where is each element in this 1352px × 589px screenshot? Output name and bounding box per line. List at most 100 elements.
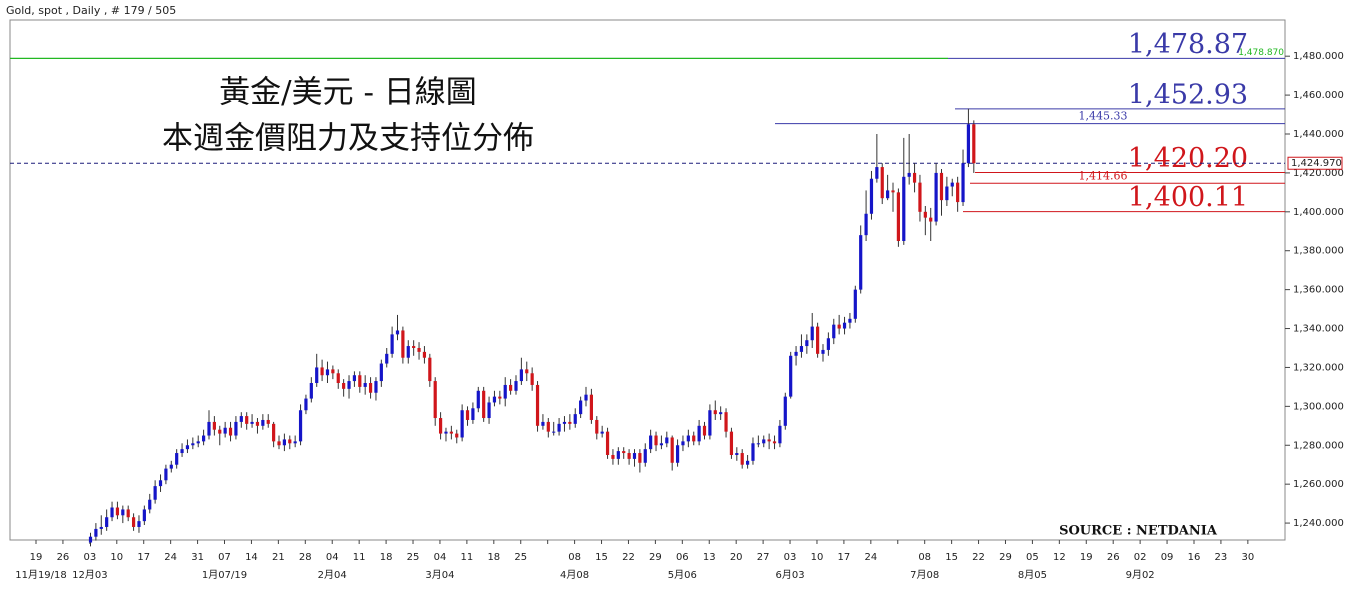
candle-body — [692, 435, 696, 442]
candle-body — [99, 526, 103, 529]
candle-body — [616, 451, 620, 459]
candle-body — [525, 369, 529, 374]
candle-body — [896, 192, 900, 241]
x-month-label: 9月02 — [1126, 569, 1155, 581]
candle-body — [433, 381, 437, 419]
x-tick-label: 08 — [918, 552, 931, 563]
candle-body — [465, 410, 470, 420]
x-tick-label: 27 — [757, 552, 770, 563]
y-tick-label: 1,360.000 — [1293, 285, 1344, 296]
candle-body — [153, 486, 157, 500]
level-axis-label: 1,478.870 — [1238, 48, 1284, 58]
candle-body — [918, 182, 922, 212]
candle-body — [837, 324, 841, 329]
x-tick-label: 11 — [461, 552, 474, 563]
candle-body — [412, 346, 416, 348]
candle-body — [115, 507, 120, 516]
x-month-label: 12月03 — [72, 569, 107, 581]
candle-body — [681, 441, 685, 446]
x-tick-label: 19 — [1080, 552, 1093, 563]
x-tick-label: 24 — [864, 552, 877, 563]
candle-body — [293, 441, 297, 444]
x-tick-label: 29 — [999, 552, 1012, 563]
candle-body — [627, 453, 631, 459]
candle-body — [368, 383, 373, 393]
candle-body — [342, 383, 346, 389]
candle-body — [713, 410, 717, 415]
candle-body — [751, 443, 755, 461]
candle-body — [886, 190, 890, 199]
x-tick-label: 12 — [1053, 552, 1066, 563]
x-tick-label: 09 — [1161, 552, 1174, 563]
header: Gold, spot , Daily , # 179 / 505 — [6, 4, 176, 17]
y-tick-label: 1,320.000 — [1293, 362, 1344, 373]
candle-body — [622, 451, 626, 454]
candle-body — [444, 431, 448, 434]
candle-body — [449, 431, 453, 434]
candle-body — [729, 431, 734, 455]
candle-body — [196, 441, 200, 444]
level-label: 1,420.20 — [1128, 143, 1248, 174]
candle-body — [175, 453, 179, 465]
x-tick-label: 03 — [83, 552, 96, 563]
candle-body — [562, 421, 567, 424]
candle-body — [105, 517, 109, 527]
x-tick-label: 22 — [622, 552, 635, 563]
source: SOURCE : NETDANIA — [1059, 524, 1218, 539]
candle-body — [810, 326, 814, 341]
candle-body — [740, 453, 744, 465]
candle-body — [304, 398, 308, 411]
candle-body — [778, 425, 782, 444]
candle-body — [859, 235, 863, 290]
candle-body — [401, 330, 405, 358]
y-tick-label: 1,260.000 — [1293, 479, 1344, 490]
candle-body — [557, 423, 561, 432]
level-label: 1,445.33 — [1079, 110, 1128, 123]
x-month-label: 11月19/18 — [15, 569, 67, 581]
candle-body — [945, 186, 949, 201]
x-tick-label: 08 — [568, 552, 581, 563]
x-tick-label: 26 — [1107, 552, 1120, 563]
candle-body — [374, 381, 378, 393]
y-tick-label: 1,400.000 — [1293, 207, 1344, 218]
candle-body — [799, 346, 804, 352]
candle-body — [202, 435, 206, 442]
candle-body — [438, 418, 443, 434]
candle-body — [702, 425, 707, 436]
x-tick-label: 25 — [514, 552, 527, 563]
plot-frame — [9, 19, 1286, 541]
candle-body — [719, 412, 723, 415]
candle-body — [966, 124, 971, 164]
candle-body — [395, 330, 400, 335]
candle-body — [164, 468, 168, 481]
candle-body — [180, 449, 184, 454]
candle-body — [390, 334, 394, 354]
x-tick-label: 04 — [326, 552, 339, 563]
candle-body — [821, 349, 825, 354]
x-month-label: 3月04 — [425, 569, 454, 581]
candle-body — [826, 338, 830, 350]
candle-body — [514, 381, 518, 391]
candle-body — [659, 443, 664, 446]
candle-body — [352, 375, 357, 382]
candle-body — [320, 367, 324, 376]
candle-body — [832, 324, 836, 339]
candle-body — [331, 369, 335, 374]
candle-body — [282, 439, 286, 446]
candle-body — [697, 425, 701, 442]
candle-body — [541, 421, 545, 426]
candle-body — [595, 419, 599, 434]
candle-body — [875, 167, 879, 179]
candle-body — [476, 390, 480, 409]
candle-body — [503, 384, 507, 399]
x-tick-label: 02 — [1134, 552, 1147, 563]
candle-body — [864, 213, 868, 236]
candle-body — [891, 190, 895, 193]
x-month-label: 1月07/19 — [202, 569, 247, 581]
candle-body — [385, 353, 389, 364]
candle-body — [158, 480, 163, 487]
chart-subtitle: 本週金價阻力及支持位分佈 — [162, 121, 534, 157]
price-label: 1,424.970 — [1291, 158, 1342, 169]
candle-body — [131, 517, 136, 527]
x-tick-label: 18 — [380, 552, 393, 563]
